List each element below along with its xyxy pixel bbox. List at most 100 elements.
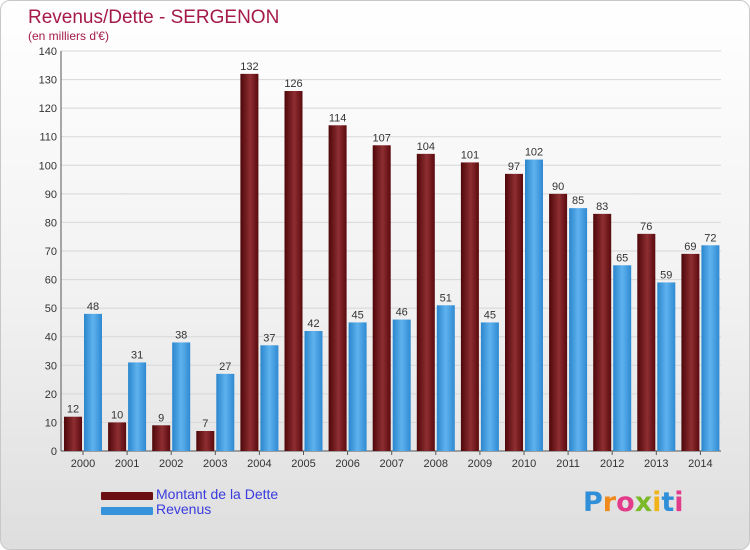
data-label-debt: 76 bbox=[640, 221, 652, 233]
bar-revenue-2007 bbox=[392, 319, 411, 451]
bar-debt-2004 bbox=[240, 73, 259, 451]
y-tick-label: 30 bbox=[45, 360, 57, 372]
data-label-debt: 114 bbox=[329, 112, 347, 124]
x-tick-label: 2009 bbox=[468, 458, 492, 470]
bar-debt-2003 bbox=[196, 431, 215, 451]
bar-revenue-2013 bbox=[657, 282, 676, 451]
bar-revenue-2006 bbox=[348, 322, 367, 451]
legend-debt-label: Montant de la Dette bbox=[156, 486, 279, 502]
y-tick-label: 80 bbox=[45, 217, 57, 229]
bar-revenue-2002 bbox=[172, 342, 191, 451]
data-label-revenue: 45 bbox=[351, 309, 363, 321]
y-tick-label: 140 bbox=[39, 46, 57, 58]
bar-debt-2005 bbox=[284, 91, 303, 451]
bar-revenue-2003 bbox=[216, 373, 235, 451]
data-label-revenue: 37 bbox=[263, 332, 275, 344]
bar-debt-2014 bbox=[681, 253, 700, 451]
y-tick-label: 70 bbox=[45, 246, 57, 258]
x-tick-label: 2010 bbox=[512, 458, 536, 470]
y-tick-label: 60 bbox=[45, 275, 57, 287]
x-tick-label: 2008 bbox=[424, 458, 448, 470]
data-label-revenue: 46 bbox=[396, 307, 408, 319]
legend-revenue-label: Revenus bbox=[156, 501, 212, 517]
bars bbox=[64, 73, 720, 452]
x-tick-label: 2004 bbox=[247, 458, 271, 470]
bar-debt-2013 bbox=[637, 233, 656, 451]
chart-title: Revenus/Dette - SERGENON bbox=[28, 7, 280, 28]
data-label-revenue: 85 bbox=[572, 195, 584, 207]
bar-debt-2001 bbox=[108, 422, 127, 451]
data-label-revenue: 31 bbox=[131, 349, 143, 361]
data-label-revenue: 72 bbox=[704, 232, 716, 244]
data-label-debt: 69 bbox=[684, 241, 696, 253]
x-tick-label: 2005 bbox=[291, 458, 315, 470]
bar-revenue-2000 bbox=[84, 313, 102, 451]
bar-debt-2011 bbox=[549, 193, 568, 451]
bar-revenue-2001 bbox=[128, 362, 147, 451]
y-tick-label: 50 bbox=[45, 303, 57, 315]
logo-letter: r bbox=[602, 487, 617, 518]
logo-letter: i bbox=[674, 487, 684, 518]
legend-debt-swatch bbox=[101, 492, 153, 500]
data-label-debt: 7 bbox=[202, 418, 208, 430]
data-label-revenue: 102 bbox=[525, 147, 543, 159]
logo-letter: t bbox=[661, 487, 675, 518]
bar-revenue-2010 bbox=[525, 159, 543, 452]
x-tick-label: 2003 bbox=[203, 458, 227, 470]
chart-subtitle: (en milliers d'€) bbox=[28, 29, 109, 43]
bar-debt-2000 bbox=[64, 416, 82, 451]
bar-revenue-2005 bbox=[304, 331, 323, 451]
data-label-revenue: 42 bbox=[307, 318, 319, 330]
data-label-debt: 10 bbox=[111, 409, 123, 421]
y-tick-label: 90 bbox=[45, 189, 57, 201]
data-label-revenue: 45 bbox=[484, 309, 496, 321]
x-tick-label: 2012 bbox=[600, 458, 624, 470]
y-tick-label: 130 bbox=[39, 75, 57, 87]
y-tick-label: 100 bbox=[39, 160, 57, 172]
data-label-debt: 12 bbox=[67, 404, 79, 416]
bar-debt-2007 bbox=[372, 145, 391, 452]
y-tick-label: 110 bbox=[39, 132, 57, 144]
logo-letter: x bbox=[634, 487, 653, 518]
y-tick-label: 0 bbox=[51, 446, 57, 458]
data-label-debt: 90 bbox=[552, 181, 564, 193]
data-label-debt: 132 bbox=[240, 61, 258, 73]
bar-revenue-2012 bbox=[613, 265, 632, 451]
data-label-debt: 107 bbox=[373, 132, 391, 144]
proxiti-logo: Proxiti bbox=[583, 487, 684, 518]
data-label-debt: 101 bbox=[461, 149, 479, 161]
bar-debt-2008 bbox=[416, 153, 435, 451]
logo-letter: i bbox=[652, 487, 662, 518]
data-label-revenue: 65 bbox=[616, 252, 628, 264]
bar-revenue-2014 bbox=[701, 245, 720, 451]
x-tick-label: 2002 bbox=[159, 458, 183, 470]
bar-debt-2009 bbox=[460, 162, 479, 451]
y-tick-label: 120 bbox=[39, 103, 57, 115]
y-tick-label: 40 bbox=[45, 332, 57, 344]
axes: 0 10 20 30 40 50 60 70 80 90 100 110 120 130 140 2000 20… bbox=[39, 46, 721, 470]
bar-debt-2006 bbox=[328, 125, 347, 452]
bar-revenue-2011 bbox=[569, 208, 588, 451]
x-tick-label: 2013 bbox=[644, 458, 668, 470]
y-tick-label: 10 bbox=[45, 417, 57, 429]
bar-debt-2002 bbox=[152, 425, 171, 451]
data-label-debt: 97 bbox=[508, 161, 520, 173]
bar-debt-2012 bbox=[593, 213, 612, 451]
data-label-revenue: 48 bbox=[87, 301, 99, 313]
x-tick-label: 2014 bbox=[688, 458, 712, 470]
x-tick-label: 2007 bbox=[379, 458, 403, 470]
data-label-revenue: 27 bbox=[219, 361, 231, 373]
bar-revenue-2008 bbox=[436, 305, 455, 451]
bar-revenue-2004 bbox=[260, 345, 279, 451]
x-tick-label: 2000 bbox=[71, 458, 95, 470]
bar-revenue-2009 bbox=[480, 322, 499, 451]
x-tick-label: 2001 bbox=[115, 458, 139, 470]
data-label-debt: 83 bbox=[596, 201, 608, 213]
logo-letter: P bbox=[583, 487, 603, 518]
data-label-debt: 104 bbox=[417, 141, 435, 153]
data-label-debt: 126 bbox=[284, 78, 302, 90]
data-label-revenue: 51 bbox=[440, 292, 452, 304]
y-tick-label: 20 bbox=[45, 389, 57, 401]
